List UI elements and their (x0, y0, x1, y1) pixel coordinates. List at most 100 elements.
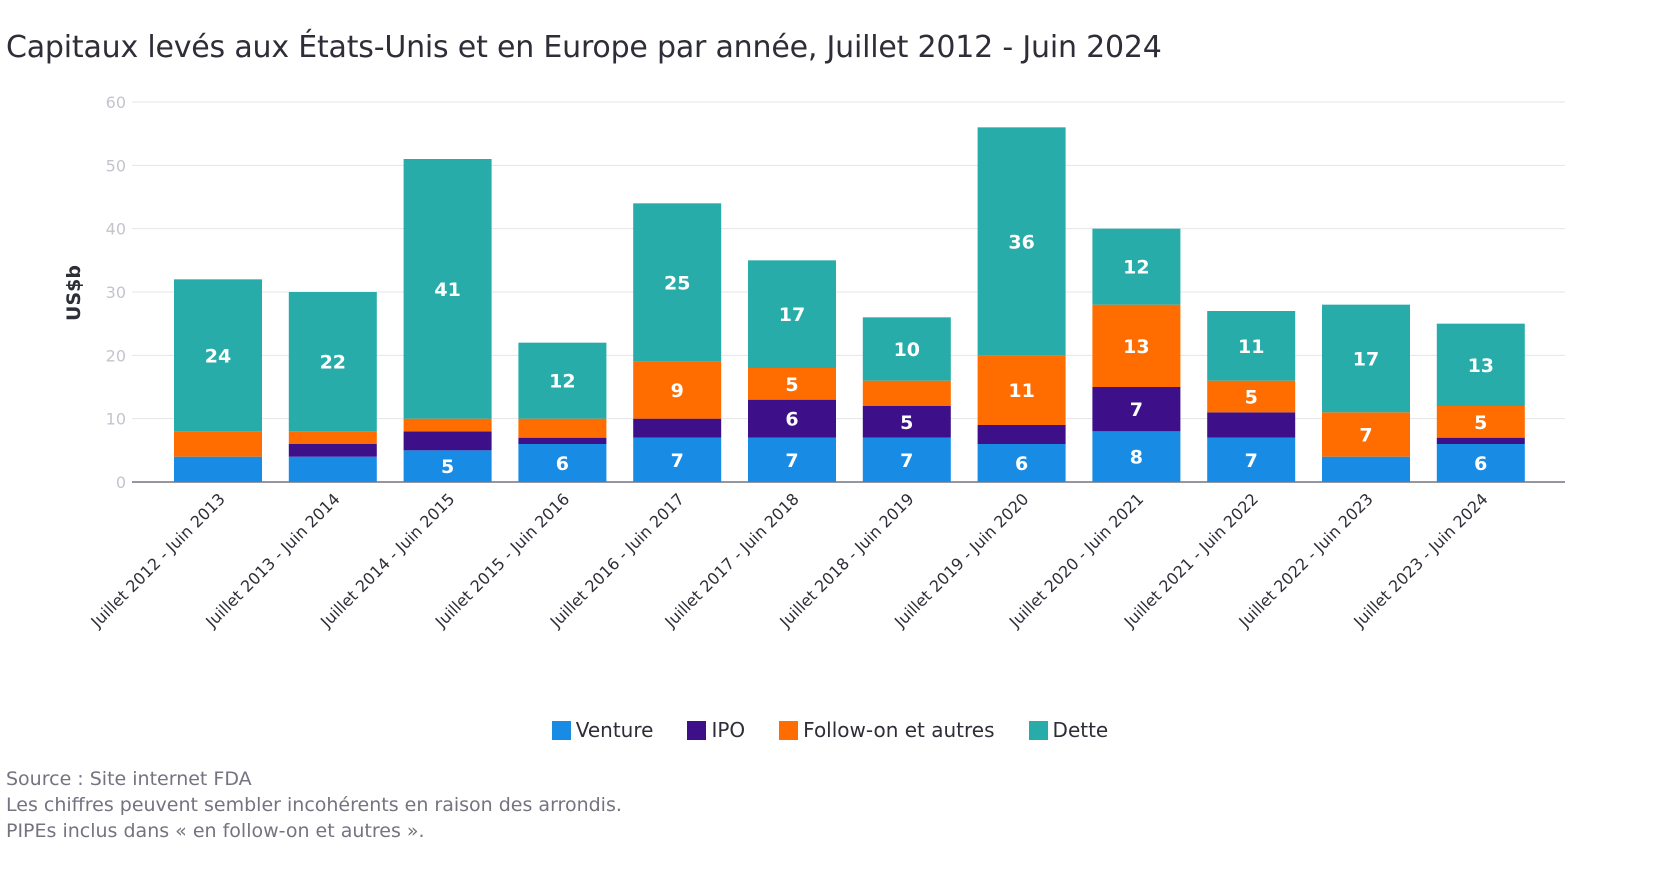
data-label: 12 (1123, 257, 1149, 279)
bar-segment-dette (1322, 304, 1410, 413)
legend-item: IPO (687, 718, 745, 742)
bar-segment-venture (633, 437, 722, 482)
x-tick-label: Juillet 2019 - Juin 2020 (890, 489, 1032, 631)
bar-segment-ipo (977, 425, 1066, 444)
footnotes: Source : Site internet FDA Les chiffres … (6, 766, 622, 844)
data-label: 7 (785, 450, 798, 472)
data-label: 36 (1008, 231, 1034, 253)
bar-segment-follow-on-et-autres (977, 355, 1066, 425)
chart-title: Capitaux levés aux États-Unis et en Euro… (6, 30, 1162, 65)
bar-segment-venture (1092, 431, 1181, 482)
bar-segment-ipo (288, 444, 377, 457)
bar-segment-dette (862, 317, 951, 381)
legend-swatch (779, 720, 799, 740)
bar-segment-follow-on-et-autres (288, 431, 377, 444)
legend: Venture IPO Follow-on et autres Dette (0, 718, 1660, 742)
bar-segment-ipo (403, 431, 492, 451)
bar-segment-dette (1207, 311, 1296, 381)
y-tick-label: 20 (106, 346, 126, 365)
x-tick-label: Juillet 2013 - Juin 2014 (201, 489, 343, 631)
data-label: 25 (664, 273, 690, 295)
legend-label: Venture (575, 718, 654, 742)
bar-segment-dette (748, 260, 836, 368)
bar-segment-venture (1207, 437, 1296, 482)
data-label: 11 (1008, 380, 1034, 402)
data-label: 13 (1468, 355, 1494, 377)
data-label: 8 (1130, 447, 1143, 469)
bar-segment-ipo (862, 406, 951, 438)
data-label: 11 (1238, 336, 1264, 358)
legend-label: IPO (711, 718, 746, 742)
legend-swatch (687, 720, 707, 740)
legend-swatch (1028, 720, 1048, 740)
bar-segment-dette (174, 279, 262, 432)
data-label: 41 (434, 279, 460, 301)
x-tick-label: Juillet 2018 - Juin 2019 (775, 489, 917, 631)
bar-segment-dette (288, 292, 377, 432)
bar-segment-follow-on-et-autres (748, 368, 836, 400)
bar-segment-venture (748, 437, 836, 482)
bar-segment-dette (518, 342, 607, 419)
bar-segment-ipo (748, 399, 836, 438)
data-label: 10 (894, 339, 920, 361)
data-label: 6 (556, 453, 569, 475)
data-label: 7 (1245, 450, 1258, 472)
x-tick-label: Juillet 2016 - Juin 2017 (546, 489, 688, 631)
rounding-note: Les chiffres peuvent sembler incohérents… (6, 794, 622, 816)
bar-segment-venture (174, 456, 262, 482)
data-label: 7 (671, 450, 684, 472)
x-tick-label: Juillet 2017 - Juin 2018 (660, 489, 802, 631)
data-label: 17 (1353, 349, 1379, 371)
bar-segment-ipo (633, 418, 722, 438)
x-tick-label: Juillet 2020 - Juin 2021 (1005, 489, 1147, 631)
y-tick-label: 60 (106, 93, 126, 112)
bar-segment-dette (1092, 228, 1181, 305)
bar-segment-dette (633, 203, 722, 362)
y-tick-label: 30 (106, 283, 126, 302)
data-label: 6 (1015, 453, 1028, 475)
y-tick-label: 40 (106, 220, 126, 239)
bar-segment-follow-on-et-autres (1436, 406, 1525, 438)
y-axis-ticks: 0 10 20 30 40 50 60 (106, 93, 126, 492)
bar-segment-ipo (1207, 412, 1296, 438)
pipes-note: PIPEs inclus dans « en follow-on et autr… (6, 820, 425, 842)
legend-label: Follow-on et autres (803, 718, 995, 742)
bar-segment-dette (1436, 323, 1525, 406)
x-tick-label: Juillet 2015 - Juin 2016 (431, 489, 573, 631)
data-label: 5 (1474, 412, 1487, 434)
bar-segment-venture (977, 444, 1066, 482)
x-tick-label: Juillet 2014 - Juin 2015 (316, 489, 458, 631)
bar-segment-follow-on-et-autres (1207, 380, 1296, 413)
bar-segment-follow-on-et-autres (1092, 304, 1181, 387)
y-tick-label: 50 (106, 156, 126, 175)
bar-segment-dette (403, 159, 492, 419)
bar-segment-ipo (1092, 387, 1181, 432)
y-tick-label: 10 (106, 410, 126, 429)
data-label: 5 (785, 374, 798, 396)
x-tick-label: Juillet 2022 - Juin 2023 (1234, 489, 1376, 631)
data-label: 7 (900, 450, 913, 472)
x-tick-label: Juillet 2023 - Juin 2024 (1349, 489, 1491, 631)
x-tick-label: Juillet 2021 - Juin 2022 (1120, 489, 1262, 631)
bar-segment-follow-on-et-autres (862, 380, 951, 406)
data-label: 12 (549, 371, 575, 393)
bar-segment-dette (977, 127, 1066, 356)
bar-segment-follow-on-et-autres (1322, 412, 1410, 457)
data-label: 7 (1130, 399, 1143, 421)
bar-segment-venture (1436, 444, 1525, 482)
data-label: 6 (1474, 453, 1487, 475)
data-label: 17 (779, 304, 805, 326)
data-label: 22 (320, 352, 346, 374)
data-label: 9 (671, 380, 684, 402)
data-label: 5 (441, 456, 454, 478)
data-label: 6 (785, 409, 798, 431)
data-label: 24 (205, 345, 231, 367)
bar-segment-venture (518, 444, 607, 482)
legend-item: Venture (551, 718, 654, 742)
legend-item: Follow-on et autres (779, 718, 995, 742)
bar-segment-follow-on-et-autres (633, 361, 722, 419)
bar-segment-venture (862, 437, 951, 482)
bar-segment-ipo (518, 437, 607, 444)
legend-item: Dette (1028, 718, 1108, 742)
